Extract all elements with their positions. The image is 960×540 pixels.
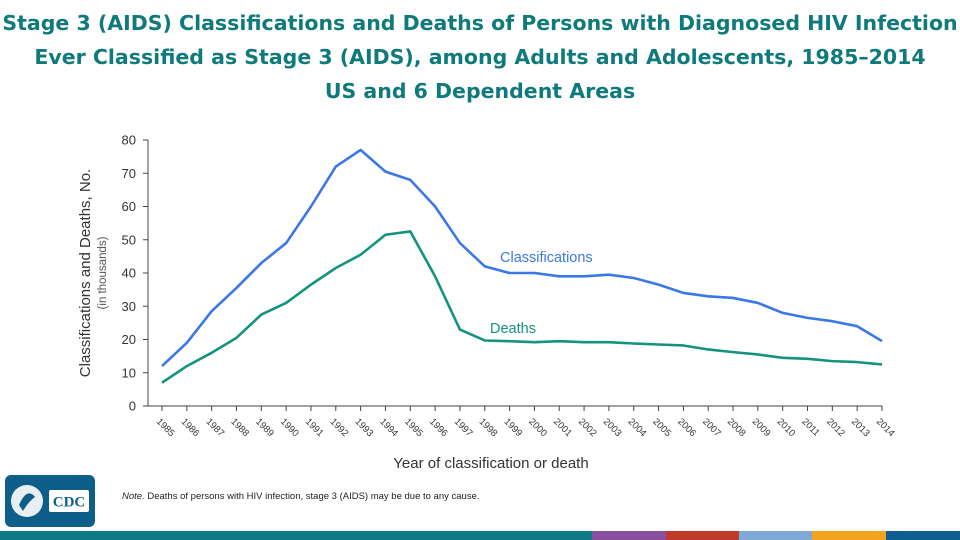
bottom-bar-orange [812,531,886,540]
y-tick-label: 70 [122,166,136,181]
x-tick-label: 2006 [675,416,698,439]
x-tick-label: 2009 [750,416,773,439]
series-line-deaths [161,230,883,384]
y-axis-sublabel: (in thousands) [97,236,109,309]
bottom-bar-lightblue [739,531,812,540]
x-tick-label: 2002 [576,416,599,439]
cdc-logo: CDC [5,475,95,527]
x-tick-label: 1989 [253,416,276,439]
x-tick-label: 1997 [452,416,475,439]
x-tick-label: 2012 [824,416,847,439]
y-tick-label: 60 [122,199,136,214]
x-tick-label: 1985 [154,416,177,439]
y-tick-label: 10 [122,365,136,380]
series-label-classifications: Classifications [500,250,593,266]
x-tick-label: 2010 [775,416,798,439]
x-tick-label: 2000 [526,416,549,439]
x-tick-label: 2004 [626,416,649,439]
bottom-bar-red [666,531,739,540]
x-axis-label: Year of classification or death [393,455,588,472]
x-tick-label: 2013 [849,416,872,439]
x-tick-label: 1996 [427,416,450,439]
x-tick-label: 1998 [477,416,500,439]
x-tick-label: 1995 [402,416,425,439]
x-tick-label: 1990 [278,416,301,439]
x-tick-label: 1992 [328,416,351,439]
y-tick-label: 30 [122,299,136,314]
bottom-color-bar [0,531,960,540]
x-tick-label: 1988 [228,416,251,439]
x-tick-label: 2011 [799,416,821,438]
chart-title-line2: Ever Classified as Stage 3 (AIDS), among… [34,45,926,69]
series-line-classifications [161,148,883,368]
bottom-bar-teal [0,531,592,540]
chart-title-line1: Stage 3 (AIDS) Classifications and Death… [2,11,958,35]
x-tick-label: 1991 [303,416,326,439]
y-tick-label: 20 [122,332,136,347]
x-tick-label: 1987 [204,416,227,439]
bottom-bar-blue [886,531,960,540]
y-tick-label: 40 [122,266,136,281]
x-tick-label: 1994 [377,416,400,439]
chart-title-line3: US and 6 Dependent Areas [324,79,636,103]
x-tick-label: 1999 [501,416,524,439]
x-tick-label: 2001 [551,416,574,439]
x-tick-label: 2005 [650,416,673,439]
bottom-bar-purple [592,531,666,540]
x-tick-label: 2008 [725,416,748,439]
y-tick-label: 80 [122,133,136,148]
x-tick-label: 2007 [700,416,723,439]
x-tick-label: 2014 [874,416,897,439]
y-tick-label: 0 [129,399,136,414]
series-label-deaths: Deaths [490,321,536,337]
logo-text: CDC [53,495,86,511]
y-axis-label: Classifications and Deaths, No. [77,169,94,377]
x-tick-label: 1986 [179,416,202,439]
x-tick-label: 2003 [601,416,624,439]
y-tick-label: 50 [122,232,136,247]
x-tick-label: 1993 [352,416,375,439]
chart-note: Note. Deaths of persons with HIV infecti… [122,491,480,502]
